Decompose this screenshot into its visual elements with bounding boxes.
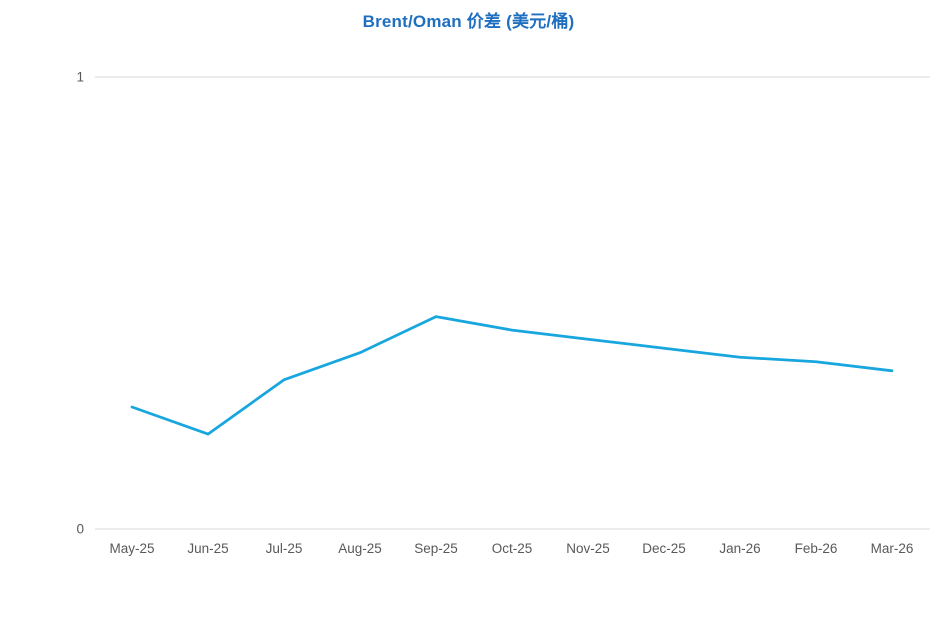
x-axis-tick-label: Feb-26 <box>795 541 838 556</box>
x-axis-tick-label: Dec-25 <box>642 541 686 556</box>
chart-title: Brent/Oman 价差 (美元/桶) <box>362 12 575 31</box>
x-axis-tick-label: Mar-26 <box>871 541 914 556</box>
x-axis-tick-label: Nov-25 <box>566 541 610 556</box>
x-axis-tick-label: May-25 <box>109 541 154 556</box>
x-axis-tick-label: Jan-26 <box>719 541 760 556</box>
x-axis-tick-label: Aug-25 <box>338 541 382 556</box>
x-axis-tick-label: Oct-25 <box>492 541 533 556</box>
y-axis-tick-label: 1 <box>76 70 84 85</box>
x-axis-tick-label: Jul-25 <box>266 541 303 556</box>
y-axis-tick-label: 0 <box>76 522 84 537</box>
x-axis-tick-label: Jun-25 <box>187 541 228 556</box>
data-line-series <box>130 315 894 436</box>
x-axis-tick-label: Sep-25 <box>414 541 458 556</box>
